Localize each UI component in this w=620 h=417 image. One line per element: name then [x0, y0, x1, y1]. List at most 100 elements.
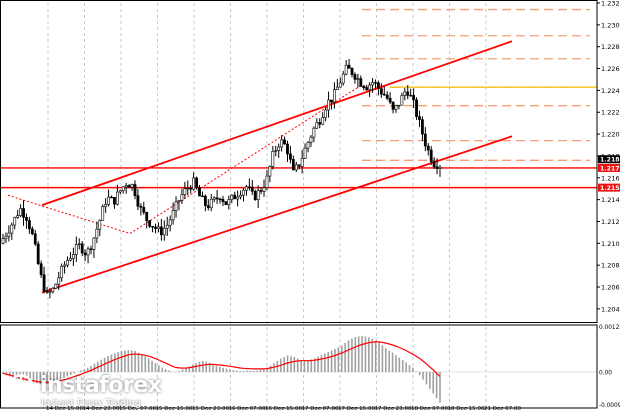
candle-body	[57, 277, 61, 285]
candle-body	[344, 64, 348, 75]
candle-body	[45, 290, 49, 293]
candle-body	[51, 287, 55, 292]
time-tick-label: 18 Dec 15:00	[448, 406, 485, 412]
candle-body	[77, 243, 81, 245]
candle-body	[224, 201, 228, 205]
candle-body	[60, 266, 64, 279]
macd-tick-label: -0.00096	[599, 403, 620, 409]
candle-body	[283, 139, 286, 145]
candle-body	[303, 147, 307, 159]
price-tick-label: 1.2228	[601, 109, 620, 117]
candle-body	[139, 205, 143, 208]
candle-body	[418, 116, 421, 120]
candle-body	[341, 73, 345, 84]
candle-body	[253, 191, 257, 200]
candle-body	[429, 149, 433, 162]
candles	[1, 59, 442, 299]
candle-body	[1, 238, 5, 244]
candle-body	[42, 274, 46, 292]
candle-body	[48, 291, 52, 293]
candle-body	[291, 159, 295, 171]
candle-body	[183, 188, 187, 195]
channel-upper-line	[41, 40, 513, 206]
candle-body	[435, 166, 439, 169]
candle-body	[227, 199, 231, 205]
price-tick-label: 1.2088	[601, 262, 620, 270]
candle-body	[245, 186, 248, 191]
candle-body	[259, 190, 263, 192]
candle-body	[394, 105, 398, 110]
candle-body	[98, 220, 102, 230]
candle-body	[113, 197, 116, 205]
macd-panel-border	[0, 324, 598, 409]
chart-grid	[47, 3, 487, 408]
macd-panel	[0, 336, 597, 403]
candle-body	[151, 225, 154, 228]
main-panel-border	[0, 0, 598, 323]
candle-body	[256, 190, 260, 200]
price-tick-label: 1.2068	[601, 284, 620, 292]
candle-body	[101, 206, 105, 221]
candle-body	[209, 198, 213, 209]
candle-body	[136, 195, 140, 207]
price-tick-label: 1.2308	[601, 21, 620, 29]
candle-body	[300, 158, 304, 167]
candle-body	[297, 164, 301, 167]
candle-body	[233, 194, 237, 200]
candle-body	[107, 196, 110, 205]
price-tags: 1.21851.2177 1.2159	[598, 155, 620, 192]
candle-body	[265, 175, 269, 188]
candle-body	[7, 232, 11, 237]
price-tick-label: 1.2248	[601, 87, 620, 95]
candle-body	[230, 194, 234, 200]
candle-body	[86, 248, 90, 256]
candle-body	[92, 237, 96, 250]
time-tick-label: 17 Dec 07:00	[302, 406, 339, 412]
horizontal-levels	[0, 86, 597, 189]
candle-body	[423, 133, 427, 147]
candle-body	[22, 208, 25, 218]
price-tick-label: 1.2328	[601, 0, 620, 8]
price-tick-label: 1.2208	[601, 131, 620, 139]
candle-body	[206, 205, 210, 209]
candle-body	[148, 220, 152, 227]
candle-body	[110, 196, 113, 199]
candle-body	[39, 263, 43, 276]
candle-body	[309, 136, 313, 143]
candle-body	[133, 184, 137, 196]
candle-body	[356, 78, 360, 80]
candle-body	[324, 109, 328, 118]
candle-body	[215, 197, 219, 200]
candle-body	[406, 91, 410, 96]
chart-frame	[0, 0, 598, 409]
price-tag-box	[598, 163, 620, 172]
candle-body	[362, 85, 366, 88]
candle-body	[236, 196, 240, 200]
candle-body	[174, 201, 178, 211]
macd-tick-label: 0.00	[599, 370, 612, 376]
candle-body	[280, 139, 284, 148]
time-tick-label: 18 Dec 07:00	[411, 406, 448, 412]
price-tick-label: 1.2288	[601, 43, 620, 51]
candle-body	[312, 127, 316, 138]
candle-body	[83, 252, 87, 256]
candle-body	[382, 93, 386, 96]
price-tick-label: 1.2148	[601, 196, 620, 204]
candle-body	[66, 259, 69, 266]
candle-body	[400, 95, 404, 106]
candle-body	[89, 248, 93, 250]
price-tick-label: 1.2128	[601, 218, 620, 226]
candle-body	[391, 101, 395, 110]
candle-body	[289, 153, 292, 160]
candle-body	[10, 224, 14, 234]
candle-body	[221, 199, 225, 202]
macd-signal-line	[2, 341, 441, 384]
candle-body	[371, 82, 374, 86]
candle-body	[159, 226, 163, 236]
candle-body	[385, 94, 389, 99]
candle-body	[145, 212, 149, 221]
candle-body	[306, 142, 310, 149]
candle-body	[74, 244, 78, 255]
price-tag-label: 1.2177	[600, 165, 620, 172]
candle-body	[338, 82, 342, 88]
